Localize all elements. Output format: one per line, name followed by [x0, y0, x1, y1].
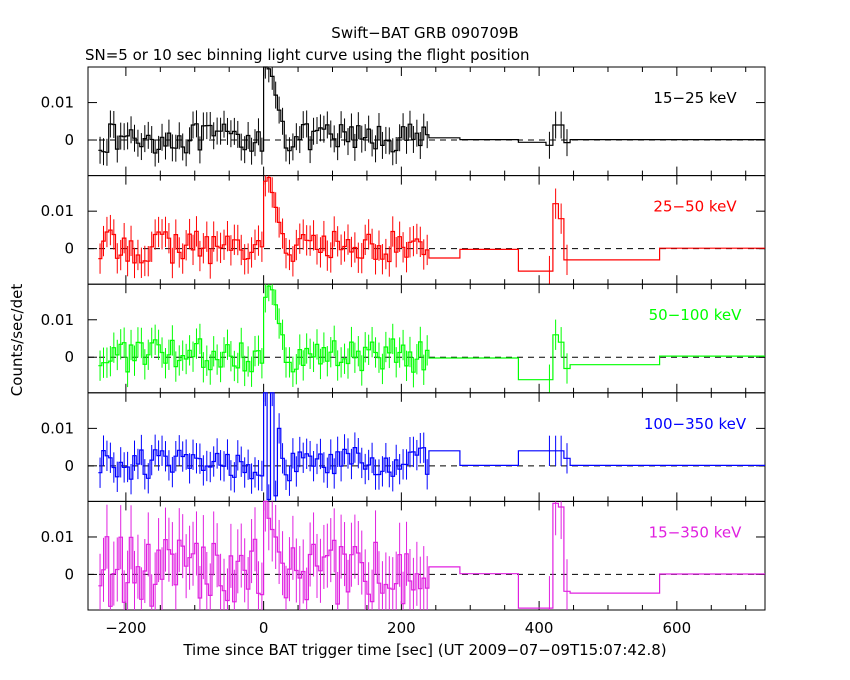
y-tick-label: 0.01	[41, 419, 74, 437]
y-tick-label: 0	[64, 240, 74, 258]
y-tick-label: 0.01	[41, 311, 74, 329]
x-tick-label: 200	[387, 619, 416, 637]
panel-frame	[87, 392, 766, 502]
y-tick-label: 0	[64, 457, 74, 475]
y-tick-label: 0.01	[41, 94, 74, 112]
y-tick-label: 0	[64, 565, 74, 583]
y-tick-label: 0	[64, 348, 74, 366]
energy-band-label: 25−50 keV	[653, 198, 737, 216]
x-tick-label: 0	[259, 619, 269, 637]
panels-group: 0 0.01 15−25 keV 0 0.01 25−50 keV 0 0.01 50−100 …	[41, 66, 766, 637]
x-axis-label: Time since BAT trigger time [sec] (UT 20…	[182, 641, 666, 659]
light-curve-step	[98, 285, 765, 381]
light-curve-step	[98, 176, 765, 272]
y-tick-label: 0.01	[41, 528, 74, 546]
x-tick-label: −200	[105, 619, 146, 637]
x-tick-label: 400	[525, 619, 554, 637]
energy-band-label: 50−100 keV	[649, 306, 742, 324]
y-axis-label: Counts/sec/det	[8, 284, 26, 397]
x-tick-label: 600	[663, 619, 692, 637]
y-tick-label: 0.01	[41, 202, 74, 220]
panel-frame	[87, 500, 766, 611]
y-tick-label: 0	[64, 131, 74, 149]
energy-band-label: 15−25 keV	[653, 89, 737, 107]
light-curve-step	[98, 500, 765, 609]
chart-subtitle: SN=5 or 10 sec binning light curve using…	[85, 46, 530, 64]
chart-title: Swift−BAT GRB 090709B	[331, 24, 518, 42]
light-curve-step	[98, 392, 765, 501]
panel-frame	[87, 66, 766, 177]
energy-band-label: 15−350 keV	[649, 523, 742, 541]
energy-band-label: 100−350 keV	[644, 415, 747, 433]
